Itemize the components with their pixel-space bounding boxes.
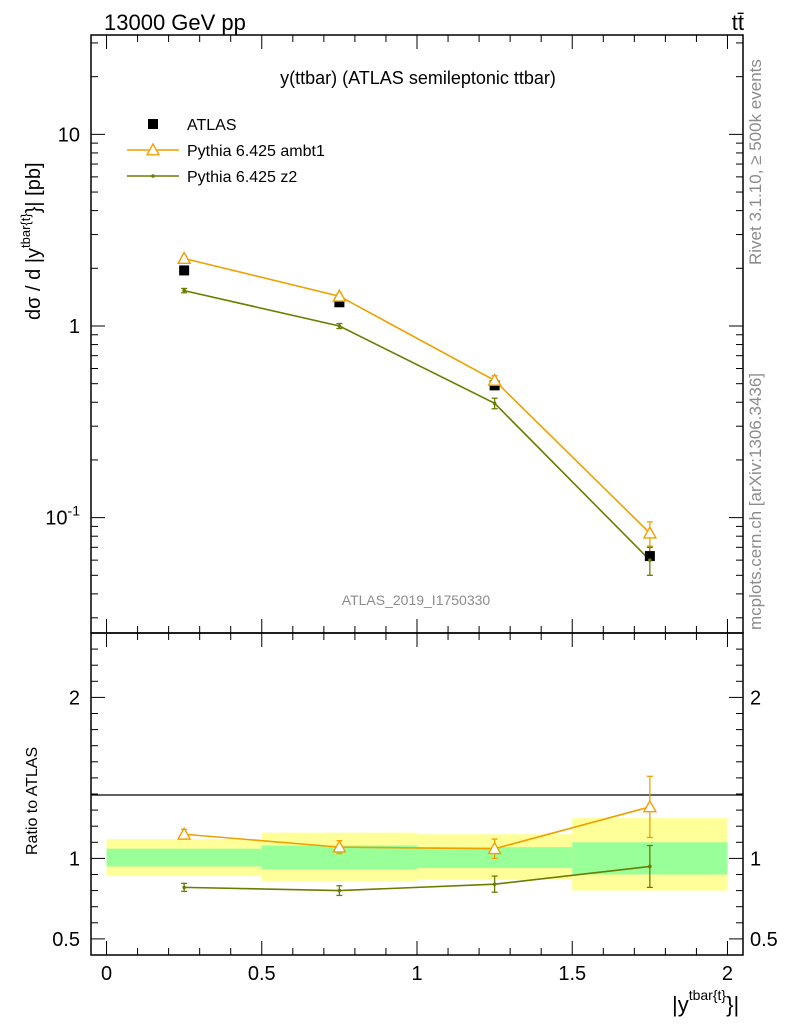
- z2-line: [183, 289, 651, 561]
- ratio-y-tick-label-left: 0.5: [52, 929, 80, 951]
- z2-ratio-line: [184, 865, 650, 892]
- ratio-y-tick-label-right: 0.5: [750, 929, 778, 951]
- z2-ratio-point: [492, 882, 497, 886]
- ylabel-part-a: dσ / d |y: [23, 248, 45, 320]
- legend-z2-marker: [151, 174, 155, 178]
- chart-title: y(ttbar) (ATLAS semileptonic ttbar): [280, 68, 556, 88]
- ambt1-ratio-line: [184, 806, 651, 850]
- ratio-y-tick-label-left: 2: [69, 687, 80, 709]
- x-tick-label: 0.5: [248, 963, 276, 985]
- x-tick-label: 0: [101, 963, 112, 985]
- ambt1-data-point: [332, 288, 347, 302]
- x-tick-label: 1.5: [558, 963, 586, 985]
- ratio-y-tick-label-left: 1: [69, 848, 80, 870]
- ambt1-data-point: [642, 525, 658, 539]
- ambt1-line: [183, 257, 651, 534]
- ratio-x-ticks: 0 0.5 1 1.5 2: [101, 633, 733, 985]
- main-x-ticks: [106, 35, 728, 633]
- ratio-y-tick-label-right: 2: [750, 687, 761, 709]
- ratio-y-tick-label-right: 1: [750, 848, 761, 870]
- atlas-data-point: [644, 551, 655, 562]
- x-axis-title: |ytbar{t}}|: [672, 987, 739, 1017]
- main-y-axis-title-text: dσ / d |ytbar{t}}| [pb]: [18, 162, 45, 320]
- x-tick-label: 1: [411, 963, 422, 985]
- x-axis-title-text: |ytbar{t}}|: [672, 987, 739, 1017]
- main-y-tick-label: 10: [58, 124, 80, 146]
- legend: ATLAS Pythia 6.425 ambt1 Pythia 6.425 z2: [127, 117, 325, 186]
- ratio-series-layer: [176, 775, 658, 897]
- z2-data-point: [492, 401, 497, 406]
- atlas-data-point: [179, 265, 190, 276]
- legend-ambt1-marker: [145, 142, 161, 156]
- ratio-y-ticks: 2 2 1 1 0.5 0.5: [52, 648, 778, 951]
- x-tick-label: 2: [722, 963, 733, 985]
- analysis-label: ATLAS_2019_I1750330: [342, 592, 491, 608]
- tick-base: 10: [45, 508, 67, 530]
- xlabel-sup: tbar{t}: [689, 987, 727, 1003]
- ylabel-sup: tbar{t}: [18, 213, 33, 248]
- ratio-bands: [106, 818, 728, 891]
- tick-exponent: -1: [68, 503, 81, 519]
- atlas-data-point: [334, 297, 345, 308]
- ambt1-data-point: [487, 372, 502, 386]
- z2-data-point: [182, 288, 186, 293]
- legend-z2-label: Pythia 6.425 z2: [187, 169, 297, 186]
- z2-data-point: [648, 558, 652, 562]
- ambt1-ratio-point: [642, 799, 658, 813]
- z2-data-point: [337, 324, 342, 328]
- mcplots-label: mcplots.cern.ch [arXiv:1306.3436]: [746, 373, 765, 630]
- main-y-tick-label: 1: [69, 316, 80, 338]
- main-y-tick-label: 10-1: [45, 503, 80, 530]
- ambt1-data-point: [176, 251, 192, 265]
- ratio-y-axis-title: Ratio to ATLAS: [24, 747, 41, 855]
- legend-atlas-label: ATLAS: [187, 117, 237, 134]
- xlabel-part-b: }|: [726, 992, 739, 1017]
- xlabel-part-a: |y: [672, 992, 689, 1017]
- ambt1-ratio-point: [176, 826, 192, 840]
- legend-atlas-marker: [148, 119, 158, 129]
- z2-ratio-point: [182, 885, 186, 890]
- z2-ratio-point: [337, 888, 342, 893]
- ratio-panel: 0 0.5 1 1.5 2 2 2 1 1 0.5 0.5: [52, 632, 778, 985]
- ambt1-ratio-point: [487, 841, 502, 855]
- rivet-version-label: Rivet 3.1.10, ≥ 500k events: [746, 59, 765, 265]
- ambt1-ratio-point: [332, 839, 347, 853]
- ylabel-part-b: }| [pb]: [23, 162, 45, 213]
- ratio-frame: [90, 632, 744, 956]
- z2-ratio-point: [648, 864, 652, 869]
- header-right-label: tt̄: [732, 10, 744, 35]
- legend-ambt1-label: Pythia 6.425 ambt1: [187, 143, 325, 160]
- header-left-label: 13000 GeV pp: [104, 10, 246, 35]
- ratio-band-green: [106, 848, 262, 867]
- main-series-layer: [176, 251, 658, 576]
- main-y-axis-title: dσ / d |ytbar{t}}| [pb]: [18, 162, 45, 320]
